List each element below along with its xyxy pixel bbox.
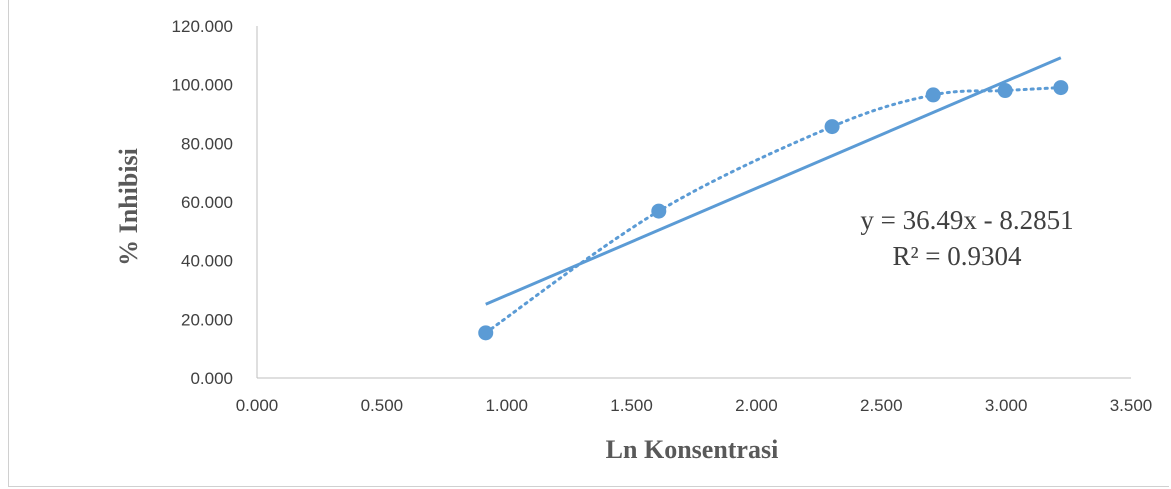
data-point bbox=[925, 87, 941, 103]
x-tick-label: 2.000 bbox=[735, 396, 778, 415]
y-tick-label: 100.000 bbox=[172, 76, 233, 95]
x-tick-label: 3.500 bbox=[1110, 396, 1153, 415]
r-squared-label: R² = 0.9304 bbox=[892, 241, 1022, 271]
x-tick-label: 1.000 bbox=[485, 396, 528, 415]
x-tick-label: 2.500 bbox=[860, 396, 903, 415]
x-tick-label: 1.500 bbox=[610, 396, 653, 415]
chart-frame bbox=[8, 0, 1169, 487]
trendline-equation: y = 36.49x - 8.2851 bbox=[860, 205, 1073, 235]
y-tick-label: 80.000 bbox=[181, 134, 233, 153]
data-point bbox=[824, 119, 840, 135]
data-point bbox=[997, 83, 1013, 99]
x-tick-label: 0.500 bbox=[361, 396, 404, 415]
data-point bbox=[651, 203, 667, 219]
x-tick-label: 3.000 bbox=[985, 396, 1028, 415]
y-axis-title: % Inhibisi bbox=[114, 148, 143, 266]
y-tick-label: 120.000 bbox=[172, 17, 233, 36]
y-tick-label: 40.000 bbox=[181, 252, 233, 271]
y-axis-ticks: 0.000 20.000 40.000 60.000 80.000 100.000 120.… bbox=[172, 17, 233, 388]
data-points bbox=[478, 80, 1069, 341]
y-tick-label: 20.000 bbox=[181, 310, 233, 329]
x-axis-ticks: 0.000 0.500 1.000 1.500 2.000 2.500 3.000 3.500 bbox=[236, 396, 1153, 415]
linear-trendline bbox=[485, 56, 1062, 306]
data-point bbox=[1053, 80, 1069, 96]
x-axis-title: Ln Konsentrasi bbox=[606, 435, 779, 464]
x-tick-label: 0.000 bbox=[236, 396, 279, 415]
data-point bbox=[478, 325, 494, 341]
y-tick-label: 0.000 bbox=[190, 369, 233, 388]
y-tick-label: 60.000 bbox=[181, 193, 233, 212]
